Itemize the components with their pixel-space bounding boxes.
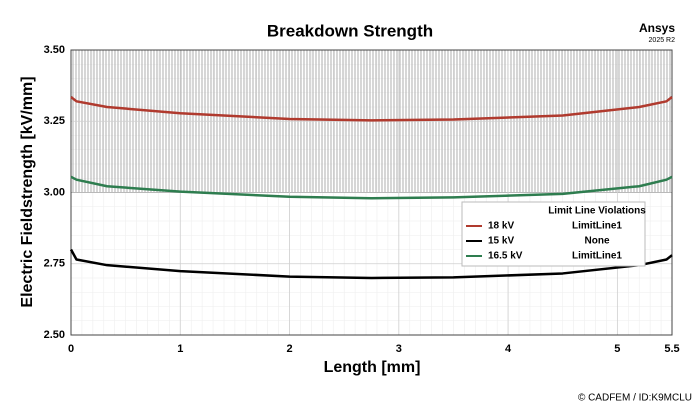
legend-label: 16.5 kV (488, 251, 523, 262)
series-line (70, 175, 673, 200)
x-tick-label: 1 (177, 343, 183, 355)
plot-frame (70, 49, 673, 336)
legend-violation: LimitLine1 (572, 251, 622, 262)
y-axis-title: Electric Fieldstrength [kV/mm] (19, 76, 36, 307)
x-tick-label: 2 (286, 343, 292, 355)
chart-title: Breakdown Strength (267, 21, 433, 40)
series-line (69, 248, 673, 280)
series-line (70, 96, 673, 122)
legend-violation: None (585, 236, 610, 247)
y-tick-label: 3.25 (44, 115, 65, 127)
x-tick-label: 3 (396, 343, 402, 355)
y-tick-label: 3.50 (44, 44, 65, 56)
legend-box (461, 201, 646, 267)
legend-violation: LimitLine1 (572, 221, 622, 232)
y-tick-label: 2.75 (44, 258, 65, 270)
x-tick-label: 0 (68, 343, 74, 355)
y-tick-label: 3.00 (44, 186, 65, 198)
legend-title: Limit Line Violations (548, 206, 646, 217)
y-tick-label: 2.50 (44, 329, 65, 341)
legend-label: 15 kV (488, 236, 514, 247)
version: 2025 R2 (649, 37, 676, 44)
legend-label: 18 kV (488, 221, 514, 232)
credit: © CADFEM / ID:K9MCLU (578, 393, 692, 404)
x-axis-title: Length [mm] (324, 359, 421, 376)
x-tick-label: 5 (614, 343, 620, 355)
x-tick-label: 5.5 (664, 343, 679, 355)
brand: Ansys (639, 21, 675, 35)
x-tick-label: 4 (505, 343, 512, 355)
